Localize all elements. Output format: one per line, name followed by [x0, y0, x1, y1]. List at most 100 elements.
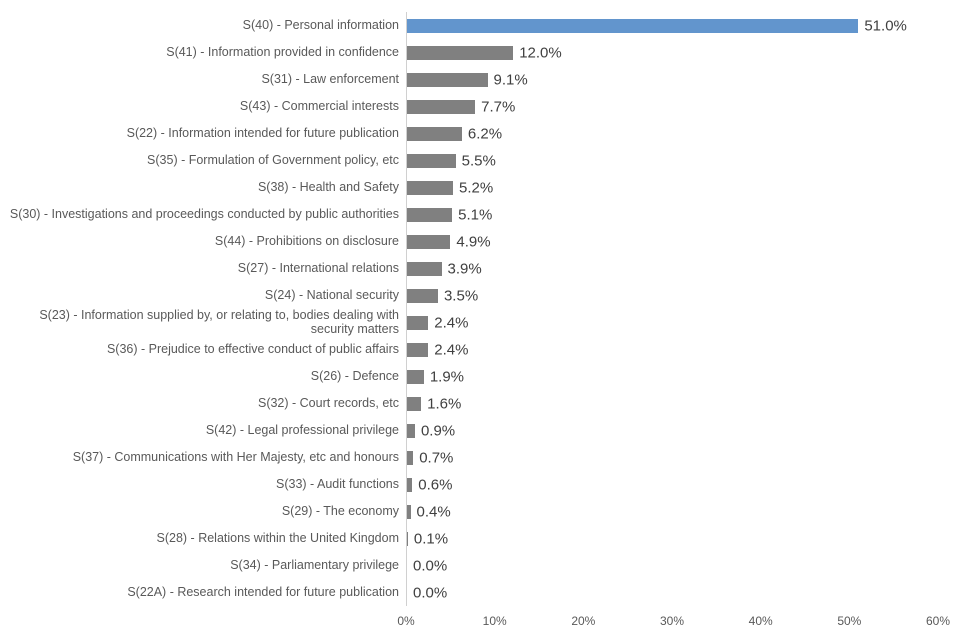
- x-axis-ticks: 0% 10% 20% 30% 40% 50% 60%: [397, 606, 950, 636]
- category-label: S(29) - The economy: [281, 503, 399, 518]
- bar: [407, 288, 438, 303]
- bar-area: 0.0%: [406, 552, 938, 579]
- x-tick-label: 40%: [748, 614, 773, 628]
- value-label: 0.6%: [418, 476, 453, 493]
- value-label: 0.7%: [419, 449, 454, 466]
- chart-row: S(36) - Prejudice to effective conduct o…: [8, 336, 938, 363]
- bar: [407, 396, 422, 411]
- category-label: S(32) - Court records, etc: [257, 395, 399, 410]
- value-label: 1.9%: [429, 368, 465, 385]
- bar-area: 12.0%: [406, 39, 938, 66]
- bar: [407, 45, 514, 60]
- category-label: S(43) - Commercial interests: [239, 98, 399, 113]
- value-label: 12.0%: [519, 44, 562, 61]
- bar: [407, 369, 424, 384]
- category-label: S(33) - Audit functions: [276, 476, 399, 491]
- chart-row: S(23) - Information supplied by, or rela…: [8, 309, 938, 336]
- x-tick-label: 20%: [571, 614, 596, 628]
- chart-row: S(22) - Information intended for future …: [8, 120, 938, 147]
- bar-area: 6.2%: [406, 120, 938, 147]
- bar-area: 0.7%: [406, 444, 938, 471]
- bar-area: 0.4%: [406, 498, 938, 525]
- chart-row: S(24) - National security 3.5%: [8, 282, 938, 309]
- bar: [407, 531, 408, 546]
- bar: [407, 18, 859, 33]
- chart-row: S(41) - Information provided in confiden…: [8, 39, 938, 66]
- bar-area: 2.4%: [406, 309, 938, 336]
- chart-row: S(26) - Defence 1.9%: [8, 363, 938, 390]
- bar-area: 2.4%: [406, 336, 938, 363]
- category-label: S(41) - Information provided in confiden…: [166, 44, 399, 59]
- category-label: S(24) - National security: [264, 287, 399, 302]
- value-label: 2.4%: [434, 314, 469, 331]
- x-tick-label: 10%: [482, 614, 507, 628]
- bar-area: 1.9%: [406, 363, 938, 390]
- bar-area: 0.1%: [406, 525, 938, 552]
- bar: [407, 72, 488, 87]
- chart-row: S(35) - Formulation of Government policy…: [8, 147, 938, 174]
- value-label: 0.9%: [420, 422, 456, 439]
- chart-row: S(43) - Commercial interests 7.7%: [8, 93, 938, 120]
- value-label: 4.9%: [456, 233, 491, 250]
- chart-row: S(31) - Law enforcement 9.1%: [8, 66, 938, 93]
- chart-row: S(22A) - Research intended for future pu…: [8, 579, 938, 606]
- category-label: S(30) - Investigations and proceedings c…: [9, 206, 399, 221]
- chart-row: S(44) - Prohibitions on disclosure 4.9%: [8, 228, 938, 255]
- x-tick-label: 0%: [397, 614, 415, 628]
- value-label: 3.5%: [443, 287, 479, 304]
- bar: [407, 342, 429, 357]
- bar: [407, 504, 411, 519]
- bar: [407, 234, 451, 249]
- chart-row: S(33) - Audit functions 0.6%: [8, 471, 938, 498]
- bar-area: 5.1%: [406, 201, 938, 228]
- value-label: 5.5%: [461, 152, 496, 169]
- category-label: S(40) - Personal information: [242, 17, 399, 32]
- bar: [407, 153, 456, 168]
- category-label: S(35) - Formulation of Government policy…: [147, 152, 399, 167]
- chart-row: S(32) - Court records, etc 1.6%: [8, 390, 938, 417]
- chart-row: S(34) - Parliamentary privilege 0.0%: [8, 552, 938, 579]
- bar: [407, 477, 413, 492]
- bar: [407, 180, 454, 195]
- x-tick-label: 60%: [925, 614, 951, 628]
- chart-row: S(30) - Investigations and proceedings c…: [8, 201, 938, 228]
- bar-area: 4.9%: [406, 228, 938, 255]
- value-label: 0.1%: [413, 530, 449, 547]
- category-label: S(38) - Health and Safety: [257, 179, 399, 194]
- bar-area: 3.5%: [406, 282, 938, 309]
- bar-area: 5.2%: [406, 174, 938, 201]
- bar-area: 0.6%: [406, 471, 938, 498]
- bar-area: 5.5%: [406, 147, 938, 174]
- bar-area: 9.1%: [406, 66, 938, 93]
- category-label: S(34) - Parliamentary privilege: [230, 557, 399, 572]
- chart-row: S(27) - International relations 3.9%: [8, 255, 938, 282]
- chart-row: S(42) - Legal professional privilege 0.9%: [8, 417, 938, 444]
- value-label: 1.6%: [427, 395, 462, 412]
- value-label: 7.7%: [481, 98, 516, 115]
- value-label: 9.1%: [493, 71, 528, 88]
- category-label: S(36) - Prejudice to effective conduct o…: [106, 341, 399, 356]
- bar: [407, 261, 442, 276]
- value-label: 3.9%: [447, 260, 482, 277]
- bar: [407, 315, 429, 330]
- value-label: 5.1%: [458, 206, 493, 223]
- bar-area: 3.9%: [406, 255, 938, 282]
- category-label: S(31) - Law enforcement: [261, 71, 399, 86]
- bar-area: 7.7%: [406, 93, 938, 120]
- bar: [407, 450, 414, 465]
- category-label: S(42) - Legal professional privilege: [205, 422, 399, 437]
- chart-row: S(29) - The economy 0.4%: [8, 498, 938, 525]
- bar: [407, 99, 476, 114]
- x-tick-label: 50%: [837, 614, 862, 628]
- value-label: 51.0%: [864, 17, 907, 34]
- value-label: 0.0%: [413, 557, 448, 574]
- bar: [407, 126, 462, 141]
- category-label: S(23) - Information supplied by, or rela…: [39, 308, 399, 336]
- category-label: S(26) - Defence: [310, 368, 399, 383]
- category-label: S(44) - Prohibitions on disclosure: [214, 233, 399, 248]
- chart-row: S(40) - Personal information 51.0%: [8, 12, 938, 39]
- chart-row: S(37) - Communications with Her Majesty,…: [8, 444, 938, 471]
- category-label: S(28) - Relations within the United King…: [156, 530, 399, 545]
- bar-area: 51.0%: [406, 12, 938, 39]
